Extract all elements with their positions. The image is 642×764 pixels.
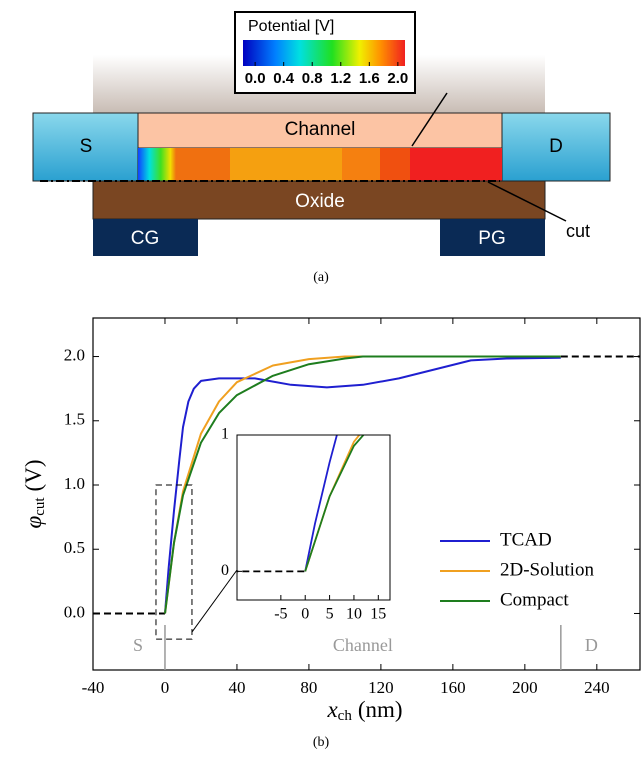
curves [93, 355, 640, 615]
label: Oxide [295, 191, 345, 212]
label: CG [131, 228, 160, 249]
caption: (b) [313, 735, 330, 750]
zoom-connector [191, 569, 238, 633]
inset-x-tick-label: 5 [326, 606, 334, 623]
curves [237, 435, 365, 573]
plot-frame [92, 317, 641, 671]
axis-symbol: x [326, 697, 338, 722]
source [32, 112, 139, 182]
series-line [164, 356, 561, 614]
colorbar [243, 40, 405, 66]
x-tick-label: 80 [300, 678, 317, 697]
inset-bg [237, 435, 390, 600]
inset-x-tick-label: 10 [346, 606, 362, 623]
polarity-gate [440, 219, 545, 256]
region-label: D [585, 635, 598, 655]
axis-unit: (V) [21, 460, 46, 492]
label: PG [478, 228, 505, 249]
potential [138, 148, 176, 181]
inset-x-tick-label: -5 [274, 606, 287, 623]
legend-label: Compact [500, 589, 569, 610]
panel-b: -40 0 40 80 120 160 200 240 0.0 0.5 1.0 1.5 2.0 S Chan… [21, 317, 641, 750]
x-tick-label: 120 [368, 678, 394, 697]
inset-x-tick-label: 15 [370, 606, 386, 623]
legend-label: TCAD [500, 529, 552, 550]
drain [501, 112, 611, 182]
axis-unit: (nm) [358, 697, 403, 722]
control-gate [93, 219, 198, 256]
region-label: S [133, 635, 143, 655]
y-axis-label: φcut (V) [21, 460, 48, 529]
colorbar-label: Potential [V] [248, 18, 334, 35]
potential [380, 148, 410, 181]
channel [137, 112, 503, 149]
label: S [80, 136, 93, 157]
x-tick-label: -40 [82, 678, 105, 697]
colorbar-tick-label: 0.0 [245, 70, 266, 87]
colorbar-tick-label: 0.4 [273, 70, 295, 87]
y-tick-label: 0.5 [64, 538, 85, 557]
caption: (a) [313, 270, 329, 285]
axis-symbol: φ [21, 516, 46, 529]
label: D [549, 136, 563, 157]
inset-y-tick-label: 1 [221, 426, 229, 443]
inset-y-tick-label: 0 [221, 562, 229, 579]
cut-leader [487, 181, 567, 222]
axis-subscript: cut [32, 497, 48, 516]
potential [410, 148, 502, 181]
x-axis-label: xch (nm) [326, 697, 402, 724]
potential [176, 148, 230, 181]
series-line [164, 355, 561, 614]
zoom-box [155, 484, 193, 640]
panel-a: Potential [V] 0.0 0.4 0.8 1.2 1.6 2.0 S Chann… [32, 11, 611, 285]
inset-x-tick-label: 0 [301, 606, 309, 623]
x-tick-label: 160 [440, 678, 466, 697]
colorbar-tick-label: 2.0 [387, 70, 408, 87]
potential [342, 148, 380, 181]
y-tick-label: 1.5 [64, 410, 85, 429]
oxide [92, 180, 546, 220]
colorbar-tick-label: 0.8 [302, 70, 323, 87]
potential [230, 148, 342, 181]
region-label: Channel [333, 635, 393, 655]
x-tick-label: 40 [228, 678, 245, 697]
y-tick-label: 1.0 [64, 474, 85, 493]
y-tick-label: 2.0 [64, 345, 85, 364]
series-line [304, 435, 365, 572]
legend-label: 2D-Solution [500, 559, 594, 580]
axis-subscript: ch [338, 708, 353, 724]
colorbar-tick-label: 1.2 [330, 70, 351, 87]
x-tick-label: 0 [161, 678, 170, 697]
inset-frame [236, 434, 391, 601]
colorbar-tick-label: 1.6 [359, 70, 380, 87]
y-tick-label: 0.0 [64, 602, 85, 621]
label: Channel [285, 119, 356, 140]
label: cut [566, 221, 590, 241]
colorbar-leader [411, 92, 448, 147]
x-tick-label: 200 [512, 678, 538, 697]
x-tick-label: 240 [584, 678, 610, 697]
